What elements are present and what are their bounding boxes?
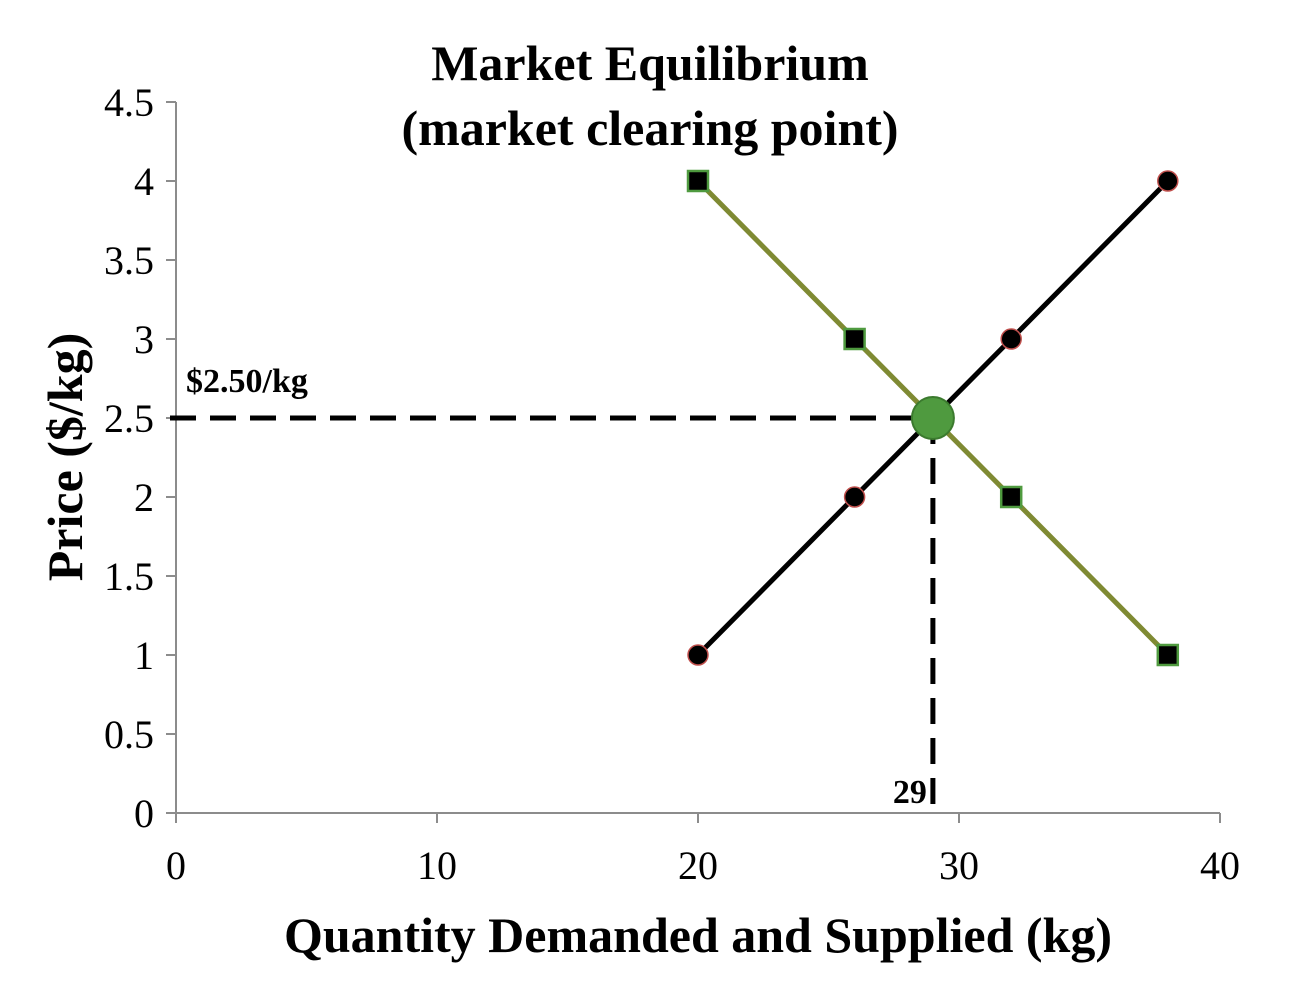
demand-point — [686, 169, 710, 193]
equilibrium-quantity-label: 29 — [893, 774, 927, 811]
y-tick-label: 3 — [134, 317, 154, 362]
x-tick-label: 20 — [678, 843, 718, 888]
y-tick-label: 1 — [134, 633, 154, 678]
x-tick-label: 40 — [1200, 843, 1240, 888]
demand-point — [1156, 643, 1180, 667]
supply-point — [1157, 170, 1179, 192]
equilibrium-price-label: $2.50/kg — [186, 363, 308, 400]
y-tick-label: 2.5 — [104, 396, 154, 441]
demand-point — [999, 485, 1023, 509]
chart-title: Market Equilibrium — [431, 35, 869, 91]
y-tick-label: 4 — [134, 159, 154, 204]
equilibrium-guides: $2.50/kg 29 — [170, 363, 936, 817]
y-tick-label: 0.5 — [104, 712, 154, 757]
x-axis-title: Quantity Demanded and Supplied (kg) — [284, 907, 1112, 963]
x-tick-label: 10 — [417, 843, 457, 888]
y-tick-label: 1.5 — [104, 554, 154, 599]
x-tick-label: 0 — [166, 843, 186, 888]
supply-point — [843, 486, 866, 508]
supply-point — [1000, 328, 1022, 350]
axes: 0 0.5 1 1.5 2 2.5 3 3.5 4 4.5 0 10 20 30 40 — [104, 80, 1240, 888]
y-tick-label: 0 — [134, 791, 154, 836]
y-tick-label: 4.5 — [104, 80, 154, 125]
supply-point — [687, 644, 709, 666]
equilibrium-point — [910, 396, 955, 440]
chart-subtitle: (market clearing point) — [401, 100, 898, 156]
demand-point — [843, 327, 866, 351]
y-axis-title: Price ($/kg) — [37, 333, 93, 582]
y-tick-label: 2 — [134, 475, 154, 520]
y-tick-label: 3.5 — [104, 238, 154, 283]
x-tick-label: 30 — [939, 843, 979, 888]
series — [686, 169, 1180, 667]
